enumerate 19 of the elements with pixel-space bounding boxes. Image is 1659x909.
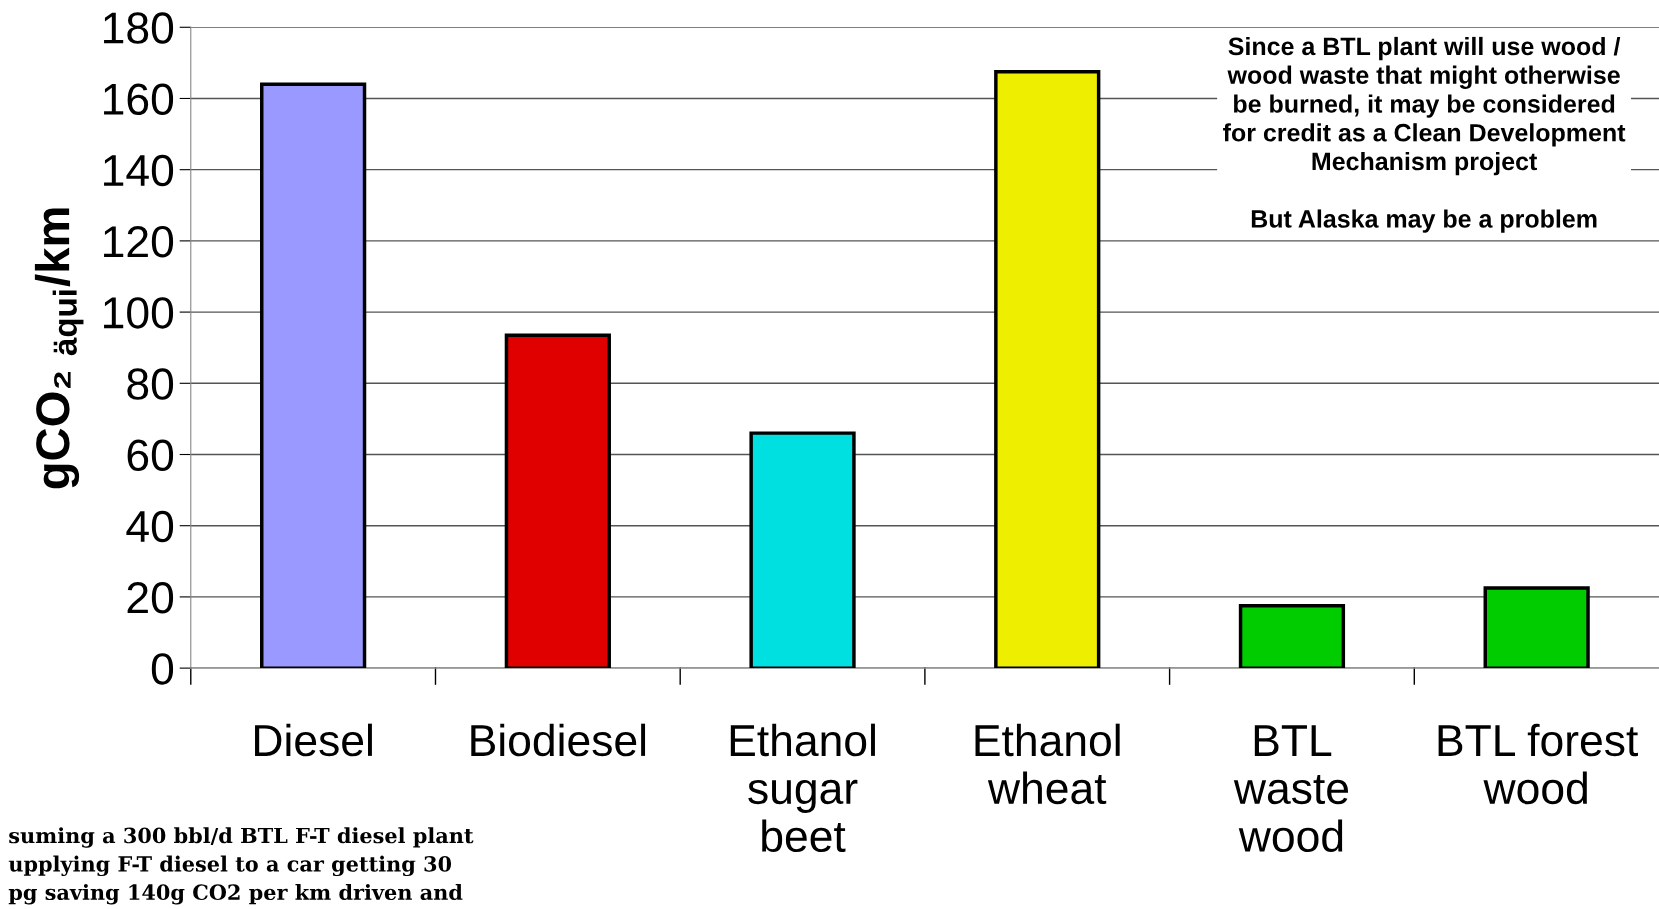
y-tick-label: 100 [104, 297, 174, 329]
x-tick-label: Ethanol wheat [975, 723, 1120, 805]
y-tick-label: 140 [104, 154, 174, 187]
y-tick-label: 80 [127, 368, 174, 400]
y-tick-label: 20 [127, 581, 174, 614]
y-axis-title: gCO₂ $_{äqui}$/km [34, 208, 84, 489]
x-tick-label: Biodiesel [471, 723, 646, 757]
y-tick-label: 160 [104, 83, 174, 116]
y-tick-label: 120 [104, 225, 174, 258]
y-tick-label: 0 [151, 653, 174, 685]
text: Since a BTL plant will use wood / wood waste that might otherwise be burned, it may be considered for credit as a Clean Development Mechanism project But Alaska may be a problem [1223, 36, 1626, 233]
x-tick-label: Diesel [255, 723, 372, 757]
x-tick-label: Ethanol sugar beet [730, 723, 875, 853]
text: suming a 300 bbl/d BTL F-T diesel plant upplying F-T diesel to a car getting 30 pg saving 140g CO2 per km driven and [8, 827, 474, 905]
x-tick-label: BTL forest wood [1438, 723, 1638, 805]
y-tick-label: 60 [127, 439, 174, 472]
y-tick-label: 40 [126, 510, 174, 543]
x-tick-label: BTL waste wood [1233, 725, 1349, 853]
y-tick-label: 180 [104, 12, 174, 44]
